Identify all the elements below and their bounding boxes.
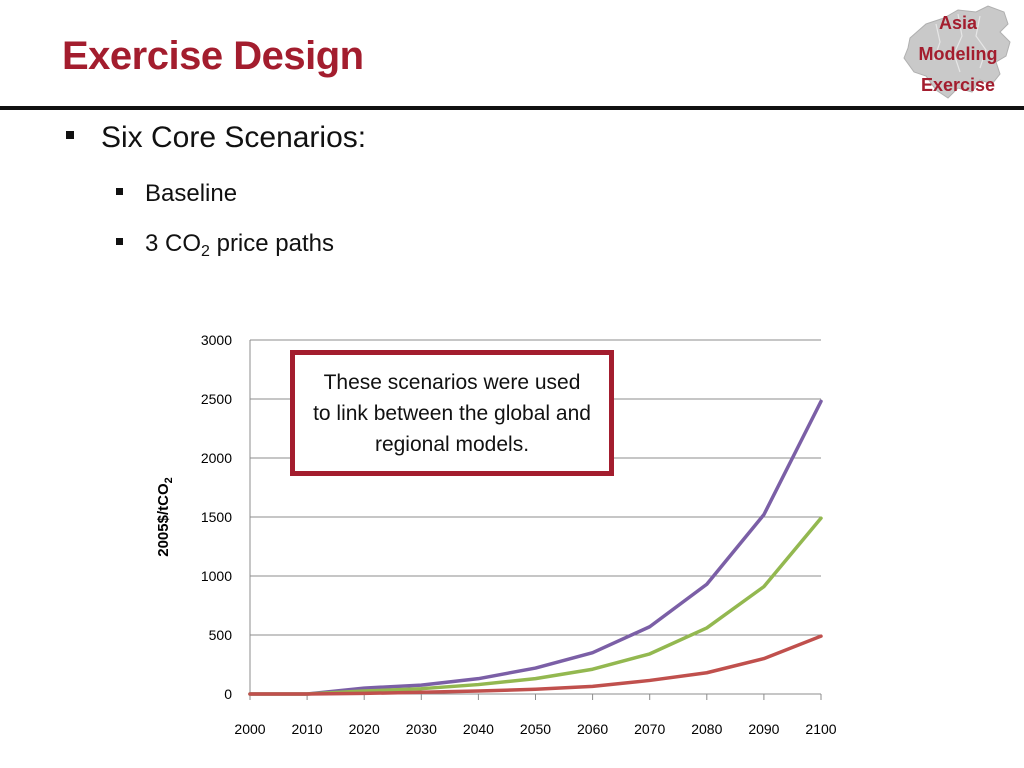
bullet-text: 3 CO2 price paths	[145, 230, 334, 260]
y-tick-label: 2000	[201, 450, 232, 466]
bullet-six-core-scenarios: Six Core Scenarios:	[66, 121, 366, 155]
y-tick-label: 2500	[201, 391, 232, 407]
x-tick-label: 2090	[748, 721, 779, 737]
logo-line-3: Exercise	[920, 75, 996, 95]
x-tick-label: 2030	[406, 721, 437, 737]
bullet-square-icon	[66, 131, 74, 139]
callout-box: These scenarios were used to link betwee…	[290, 350, 614, 476]
y-tick-label: 1500	[201, 509, 232, 525]
asia-modeling-exercise-logo: Asia Modeling Exercise	[896, 2, 1020, 104]
y-axis-label: 2005$/tCO2	[155, 477, 175, 557]
y-tick-label: 0	[224, 686, 232, 702]
x-tick-label: 2010	[292, 721, 323, 737]
x-tick-label: 2040	[463, 721, 494, 737]
x-tick-label: 2050	[520, 721, 551, 737]
bullet-text: Six Core Scenarios:	[101, 121, 367, 154]
logo-line-1: Asia	[938, 13, 978, 33]
bullet-text: Baseline	[145, 180, 238, 207]
x-tick-label: 2020	[349, 721, 380, 737]
x-tick-label: 2100	[805, 721, 836, 737]
bullet-square-icon	[116, 238, 123, 245]
bullet-square-icon	[116, 188, 123, 195]
bullet-baseline: Baseline	[116, 180, 237, 208]
series-line-1	[248, 399, 823, 696]
y-tick-label: 1000	[201, 568, 232, 584]
logo-line-2: Modeling	[918, 44, 998, 64]
series-line-3	[248, 634, 823, 696]
x-tick-label: 2000	[234, 721, 265, 737]
x-tick-label: 2080	[691, 721, 722, 737]
y-tick-label: 3000	[201, 332, 232, 348]
title-divider	[0, 106, 1024, 110]
bullet-price-paths: 3 CO2 price paths	[116, 230, 334, 261]
x-tick-label: 2060	[577, 721, 608, 737]
x-tick-label: 2070	[634, 721, 665, 737]
y-tick-label: 500	[209, 627, 233, 643]
asia-map-silhouette-icon	[903, 5, 1011, 99]
slide-title: Exercise Design	[62, 34, 364, 78]
